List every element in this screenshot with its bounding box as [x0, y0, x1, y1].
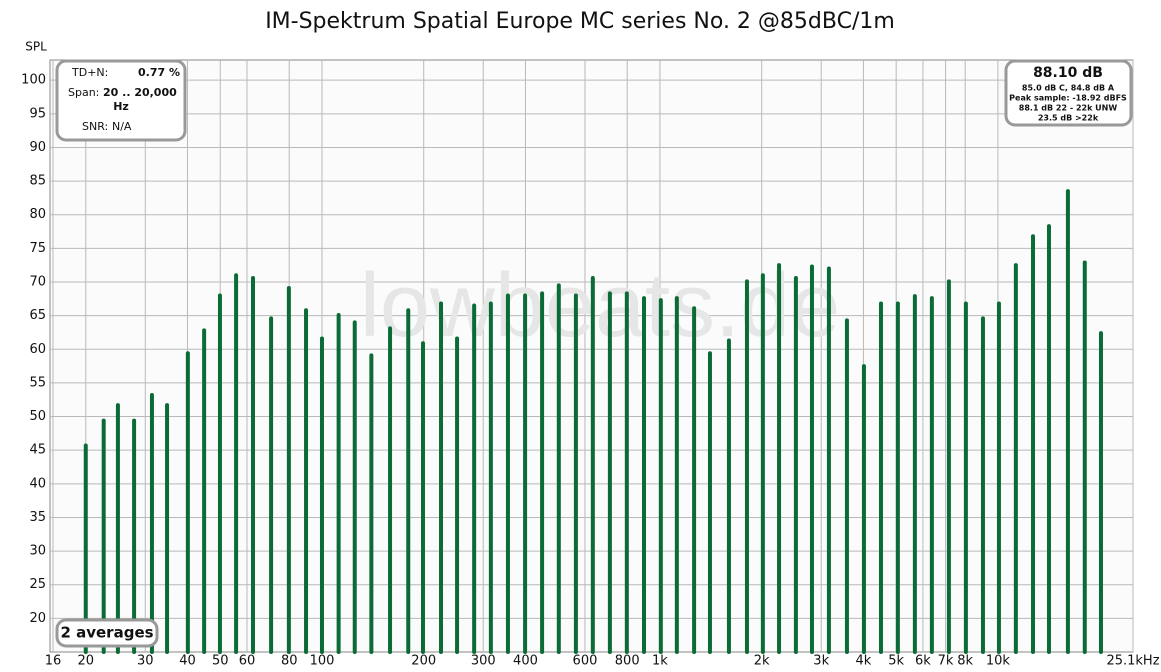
x-tick-label: 100: [310, 654, 335, 669]
y-axis-label: SPL: [25, 40, 47, 54]
snr-value: N/A: [112, 120, 132, 133]
watermark: lowbeats.de: [360, 256, 840, 356]
level: 88.10 dB: [1033, 65, 1103, 81]
x-tick-label: 600: [573, 654, 598, 669]
y-tick-label: 85: [29, 174, 46, 189]
y-tick-label: 70: [29, 275, 46, 290]
y-tick-label: 25: [29, 577, 46, 592]
info-line: Peak sample: -18.92 dBFS: [1009, 94, 1127, 103]
x-tick-label: 8k: [957, 654, 973, 669]
tdn-value: 0.77 %: [138, 66, 180, 79]
x-tick-label: 4k: [856, 654, 872, 669]
x-tick-label: 10k: [986, 654, 1011, 669]
info-box: [1004, 59, 1133, 127]
averages-box: [55, 618, 159, 648]
y-tick-label: 80: [29, 207, 46, 222]
x-tick-label: 50: [212, 654, 229, 669]
x-tick-label: 40: [179, 654, 196, 669]
x-tick-label: 25.1kHz: [1106, 654, 1159, 669]
info-left: TD+N: 0.77 % Span: 20 .. 20,000 Hz SNR: …: [55, 59, 187, 142]
x-tick-label: 30: [137, 654, 154, 669]
spikes: [83, 189, 1103, 654]
info-line: 88.1 dB 22 - 22k UNW: [1019, 104, 1118, 113]
x-tick-label: 20: [77, 654, 94, 669]
averages: 2 averages: [55, 618, 159, 648]
y-tick-label: 60: [29, 342, 46, 357]
x-tick-label: 2k: [754, 654, 770, 669]
y-tick-label: 50: [29, 409, 46, 424]
x-tick-label: 5k: [888, 654, 904, 669]
x-tick-label: 400: [513, 654, 538, 669]
y-tick-label: 90: [29, 140, 46, 155]
x-tick-label: 200: [411, 654, 436, 669]
tdn-label: TD+N:: [71, 66, 108, 79]
chart-title: IM-Spektrum Spatial Europe MC series No.…: [265, 9, 895, 34]
x-tick-label: 16: [45, 654, 62, 669]
y-tick-label: 75: [29, 241, 46, 256]
x-tick-label: 3k: [813, 654, 829, 669]
snr-label: SNR:: [82, 120, 108, 133]
y-tick-label: 100: [21, 73, 46, 88]
y-tick-label: 30: [29, 544, 46, 559]
x-tick-label: 1k: [652, 654, 668, 669]
x-tick-label: 800: [615, 654, 640, 669]
x-tick-label: 6k: [915, 654, 931, 669]
span-value: 20 .. 20,000: [103, 86, 177, 99]
info-right: 88.10 dB 85.0 dB C, 84.8 dB A Peak sampl…: [1004, 59, 1133, 127]
x-tick-label: 300: [471, 654, 496, 669]
info-line: 23.5 dB >22k: [1038, 114, 1099, 123]
y-tick-label: 40: [29, 476, 46, 491]
x-tick-label: 60: [239, 654, 256, 669]
span-unit: Hz: [113, 100, 129, 113]
info-line: 85.0 dB C, 84.8 dB A: [1022, 84, 1115, 93]
y-tick-label: 65: [29, 308, 46, 323]
y-tick-label: 55: [29, 375, 46, 390]
y-tick-label: 45: [29, 443, 46, 458]
y-tick-label: 35: [29, 510, 46, 525]
x-tick-label: 80: [281, 654, 298, 669]
x-tick-label: 7k: [938, 654, 954, 669]
info-box: [55, 59, 187, 142]
y-tick-label: 95: [29, 106, 46, 121]
y-tick-label: 20: [29, 611, 46, 626]
span-label: Span:: [68, 86, 99, 99]
averages-label: 2 averages: [60, 624, 153, 642]
